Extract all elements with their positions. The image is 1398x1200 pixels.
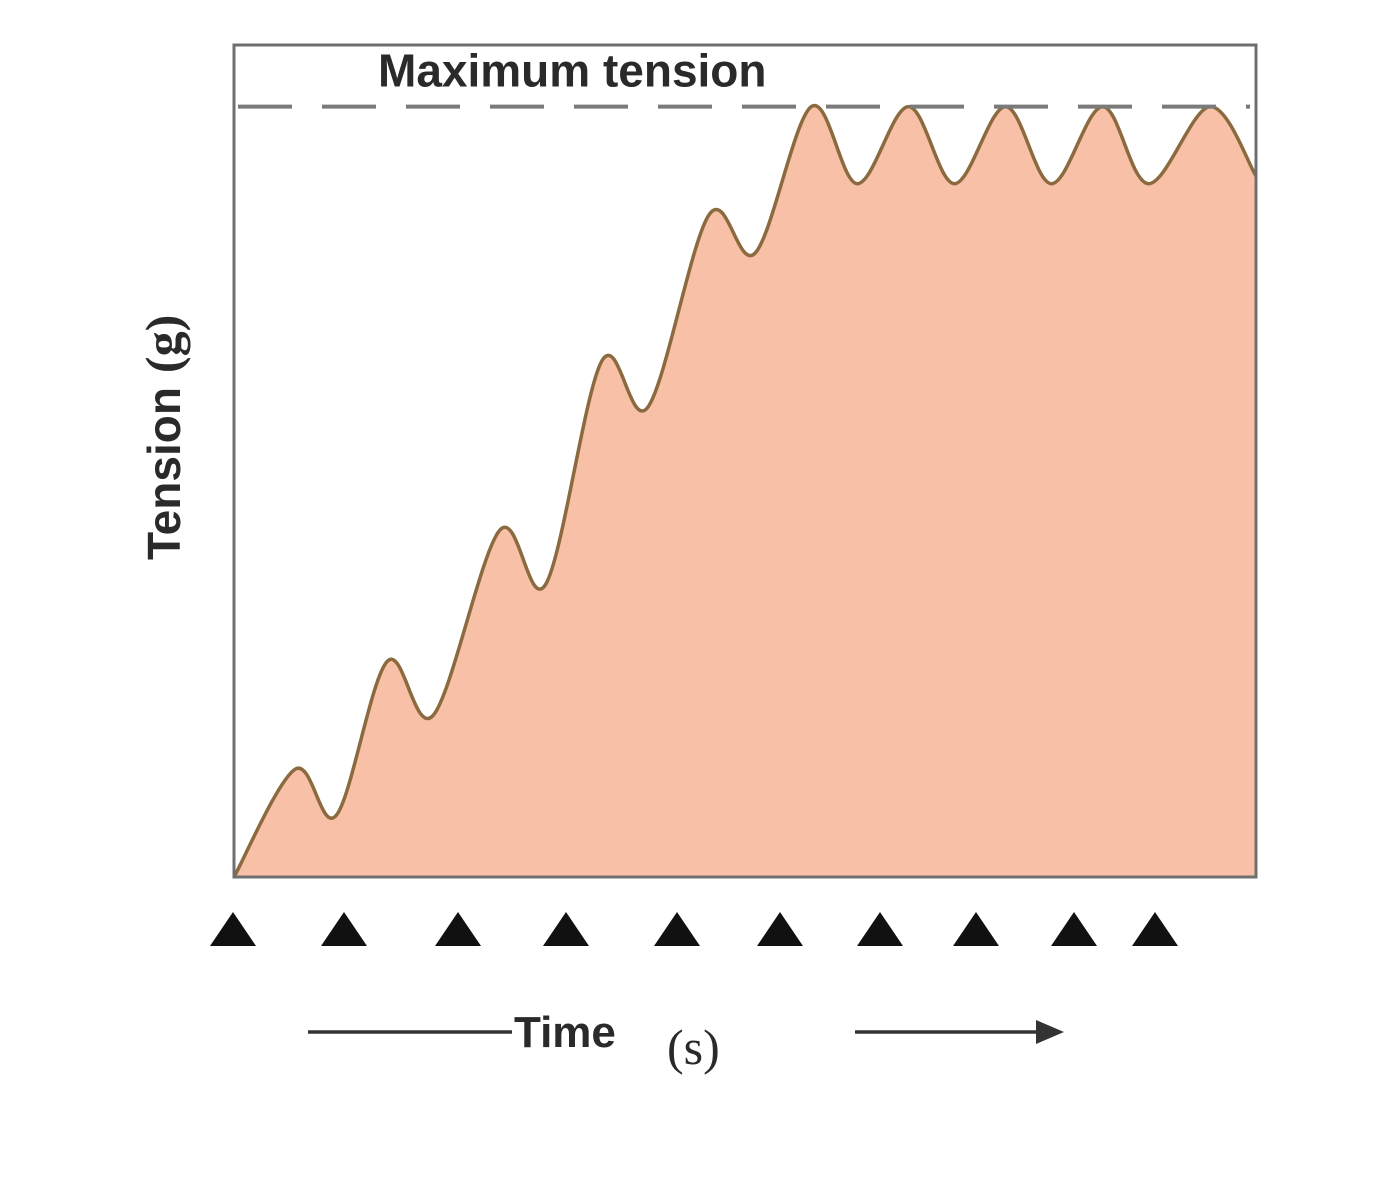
stimulus-markers — [210, 912, 1178, 946]
y-axis-unit: (g) — [135, 315, 191, 373]
tension-curve-line — [232, 103, 1258, 878]
stimulus-triangle-icon — [1051, 912, 1097, 946]
maximum-tension-label: Maximum tension — [378, 45, 767, 97]
time-arrow-head-icon — [1036, 1020, 1064, 1044]
x-axis-label: Time — [514, 1008, 616, 1057]
stimulus-triangle-icon — [543, 912, 589, 946]
stimulus-triangle-icon — [435, 912, 481, 946]
stimulus-triangle-icon — [953, 912, 999, 946]
tension-area-layer — [232, 103, 1258, 878]
tension-area-fill — [234, 105, 1256, 878]
y-axis-title: Tension — [138, 387, 190, 560]
stimulus-triangle-icon — [654, 912, 700, 946]
x-axis-unit: (s) — [667, 1019, 720, 1075]
stimulus-triangle-icon — [857, 912, 903, 946]
stimulus-triangle-icon — [321, 912, 367, 946]
plot-frame — [232, 43, 1258, 879]
stimulus-triangle-icon — [1132, 912, 1178, 946]
stimulus-triangle-icon — [210, 912, 256, 946]
stimulus-triangle-icon — [757, 912, 803, 946]
y-axis-label: Tension (g) — [135, 315, 191, 560]
